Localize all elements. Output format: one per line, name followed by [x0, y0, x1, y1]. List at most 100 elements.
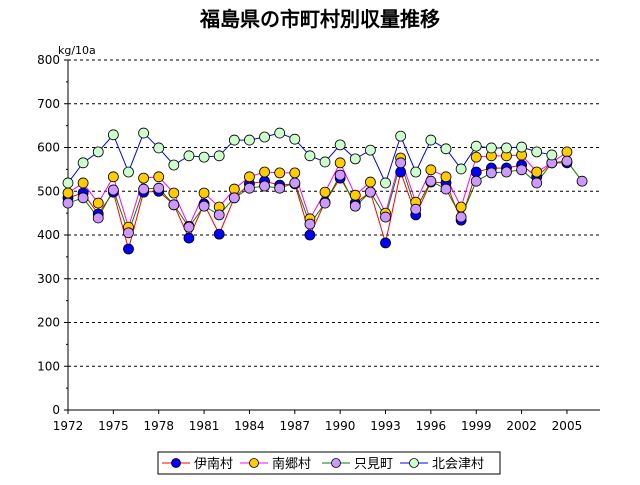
data-point — [77, 177, 89, 189]
legend-marker — [409, 458, 419, 468]
legend-label: 南郷村 — [272, 456, 311, 472]
legend-label: 只見町 — [354, 457, 393, 472]
x-tick-label: 1972 — [53, 419, 84, 433]
data-point — [304, 229, 316, 241]
data-point — [349, 189, 361, 201]
data-point — [455, 211, 467, 223]
data-point — [92, 212, 104, 224]
data-point — [319, 197, 331, 209]
data-point — [123, 227, 134, 239]
legend-marker — [331, 458, 341, 468]
data-point — [107, 171, 119, 183]
y-tick-label: 200 — [37, 316, 60, 330]
data-point — [319, 186, 331, 198]
legend-marker — [171, 458, 181, 468]
data-point — [123, 166, 134, 178]
y-tick-label: 0 — [52, 403, 60, 417]
data-point — [501, 142, 512, 154]
data-point — [198, 187, 210, 199]
x-tick-label: 2002 — [506, 419, 537, 433]
y-tick-label: 500 — [37, 184, 60, 198]
data-point — [244, 134, 255, 146]
data-point — [425, 134, 437, 146]
data-point — [410, 203, 422, 215]
data-point — [516, 141, 527, 153]
data-point — [168, 187, 180, 199]
data-point — [168, 159, 180, 171]
data-point — [107, 184, 119, 196]
data-point — [455, 201, 467, 213]
data-point — [92, 146, 104, 158]
data-point — [259, 166, 270, 178]
data-point — [546, 149, 558, 161]
data-point — [501, 166, 512, 178]
data-point — [380, 237, 391, 249]
data-point — [138, 127, 150, 139]
data-point — [153, 182, 165, 194]
data-point — [531, 177, 543, 189]
x-tick-label: 1996 — [416, 419, 447, 433]
data-point — [364, 144, 376, 156]
data-point — [334, 157, 346, 169]
data-point — [259, 180, 270, 192]
data-point — [107, 129, 119, 141]
data-point — [395, 157, 407, 169]
y-tick-label: 700 — [37, 97, 60, 111]
data-point — [62, 177, 74, 189]
data-point — [304, 218, 316, 230]
data-point — [334, 169, 346, 181]
data-point — [470, 151, 482, 163]
data-point — [289, 133, 301, 145]
data-point — [364, 176, 376, 188]
data-point — [395, 130, 407, 142]
data-point — [576, 175, 588, 187]
series-line — [67, 162, 567, 251]
data-point — [440, 143, 452, 155]
x-tick-label: 1981 — [189, 419, 220, 433]
data-point — [380, 177, 391, 189]
data-point — [470, 175, 482, 187]
data-point — [289, 167, 301, 179]
data-point — [349, 153, 361, 165]
y-tick-label: 800 — [37, 53, 60, 67]
data-point — [485, 142, 497, 154]
data-point — [138, 183, 150, 195]
data-point — [274, 182, 286, 194]
data-point — [62, 187, 74, 199]
legend-label: 伊南村 — [194, 456, 233, 472]
data-point — [531, 166, 543, 178]
legend: 伊南村 南郷村 只見町 北会津村 — [157, 451, 501, 475]
data-point — [92, 197, 104, 209]
y-axis-label: kg/10a — [58, 44, 96, 57]
data-point — [198, 200, 210, 212]
data-point — [123, 243, 134, 255]
data-point — [274, 167, 286, 179]
data-point — [274, 127, 286, 139]
data-point — [153, 171, 165, 183]
data-point — [183, 150, 195, 162]
data-point — [213, 209, 225, 221]
data-point — [77, 157, 89, 169]
data-point — [259, 131, 270, 143]
x-tick-label: 1993 — [370, 419, 401, 433]
data-point — [531, 146, 543, 158]
y-tick-label: 600 — [37, 141, 60, 155]
data-point — [319, 156, 331, 168]
y-tick-label: 300 — [37, 272, 60, 286]
data-point — [228, 134, 240, 146]
x-tick-label: 1978 — [143, 419, 174, 433]
y-tick-label: 100 — [37, 359, 60, 373]
data-point — [228, 192, 240, 204]
y-tick-label: 400 — [37, 228, 60, 242]
data-point — [153, 142, 165, 154]
x-tick-label: 1999 — [461, 419, 492, 433]
data-point — [410, 166, 422, 178]
data-point — [213, 228, 225, 240]
data-point — [380, 211, 391, 223]
data-point — [168, 199, 180, 211]
data-point — [516, 164, 527, 176]
data-point — [183, 221, 195, 233]
data-point — [395, 166, 407, 178]
data-point — [244, 171, 255, 183]
